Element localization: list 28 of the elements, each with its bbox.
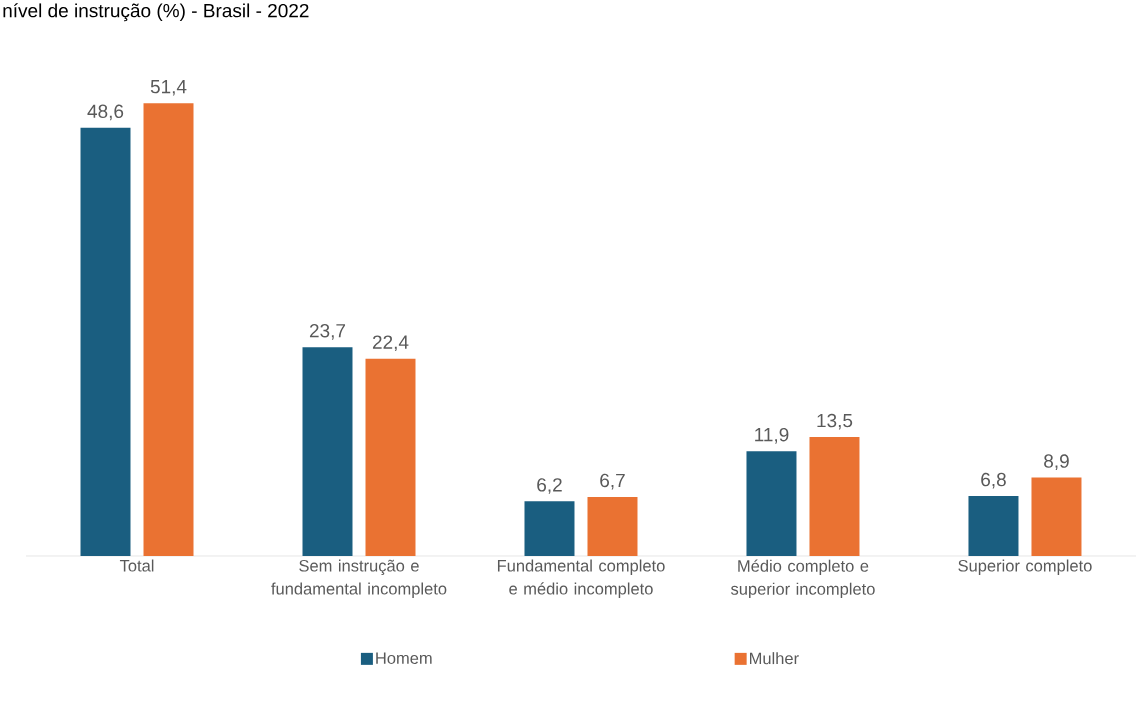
legend-label: Homem [376, 652, 432, 664]
data-label: 6,7 [600, 473, 625, 490]
data-label: 13,5 [817, 413, 853, 430]
bar [80, 127, 131, 556]
x-tick-label: Fundamental completo e médio incompleto [497, 559, 665, 598]
data-label: 8,9 [1044, 454, 1069, 471]
data-label: 51,4 [150, 80, 187, 96]
x-tick-label: Sem instrução e fundamental incompleto [271, 559, 447, 598]
bar [302, 347, 353, 556]
bar [968, 496, 1019, 556]
data-label: 6,8 [981, 472, 1006, 489]
bar [587, 496, 638, 556]
legend-label: Mulher [750, 652, 799, 665]
chart-title: nível de instrução (%) - Brasil - 2022 [3, 3, 309, 22]
data-label: 22,4 [372, 335, 409, 352]
data-label: 6,2 [537, 478, 562, 494]
bar [365, 358, 416, 556]
bar [1031, 477, 1082, 556]
data-label: 23,7 [309, 323, 346, 340]
bar [143, 103, 194, 556]
bar [524, 501, 575, 556]
x-tick-label: Médio completo e superior incompleto [730, 559, 875, 599]
x-tick-label: Total [119, 559, 154, 572]
data-label: 48,6 [87, 104, 124, 121]
bar [809, 437, 860, 556]
x-tick-label: Superior completo [958, 559, 1092, 575]
bar [746, 451, 797, 556]
data-label: 11,9 [755, 427, 789, 444]
